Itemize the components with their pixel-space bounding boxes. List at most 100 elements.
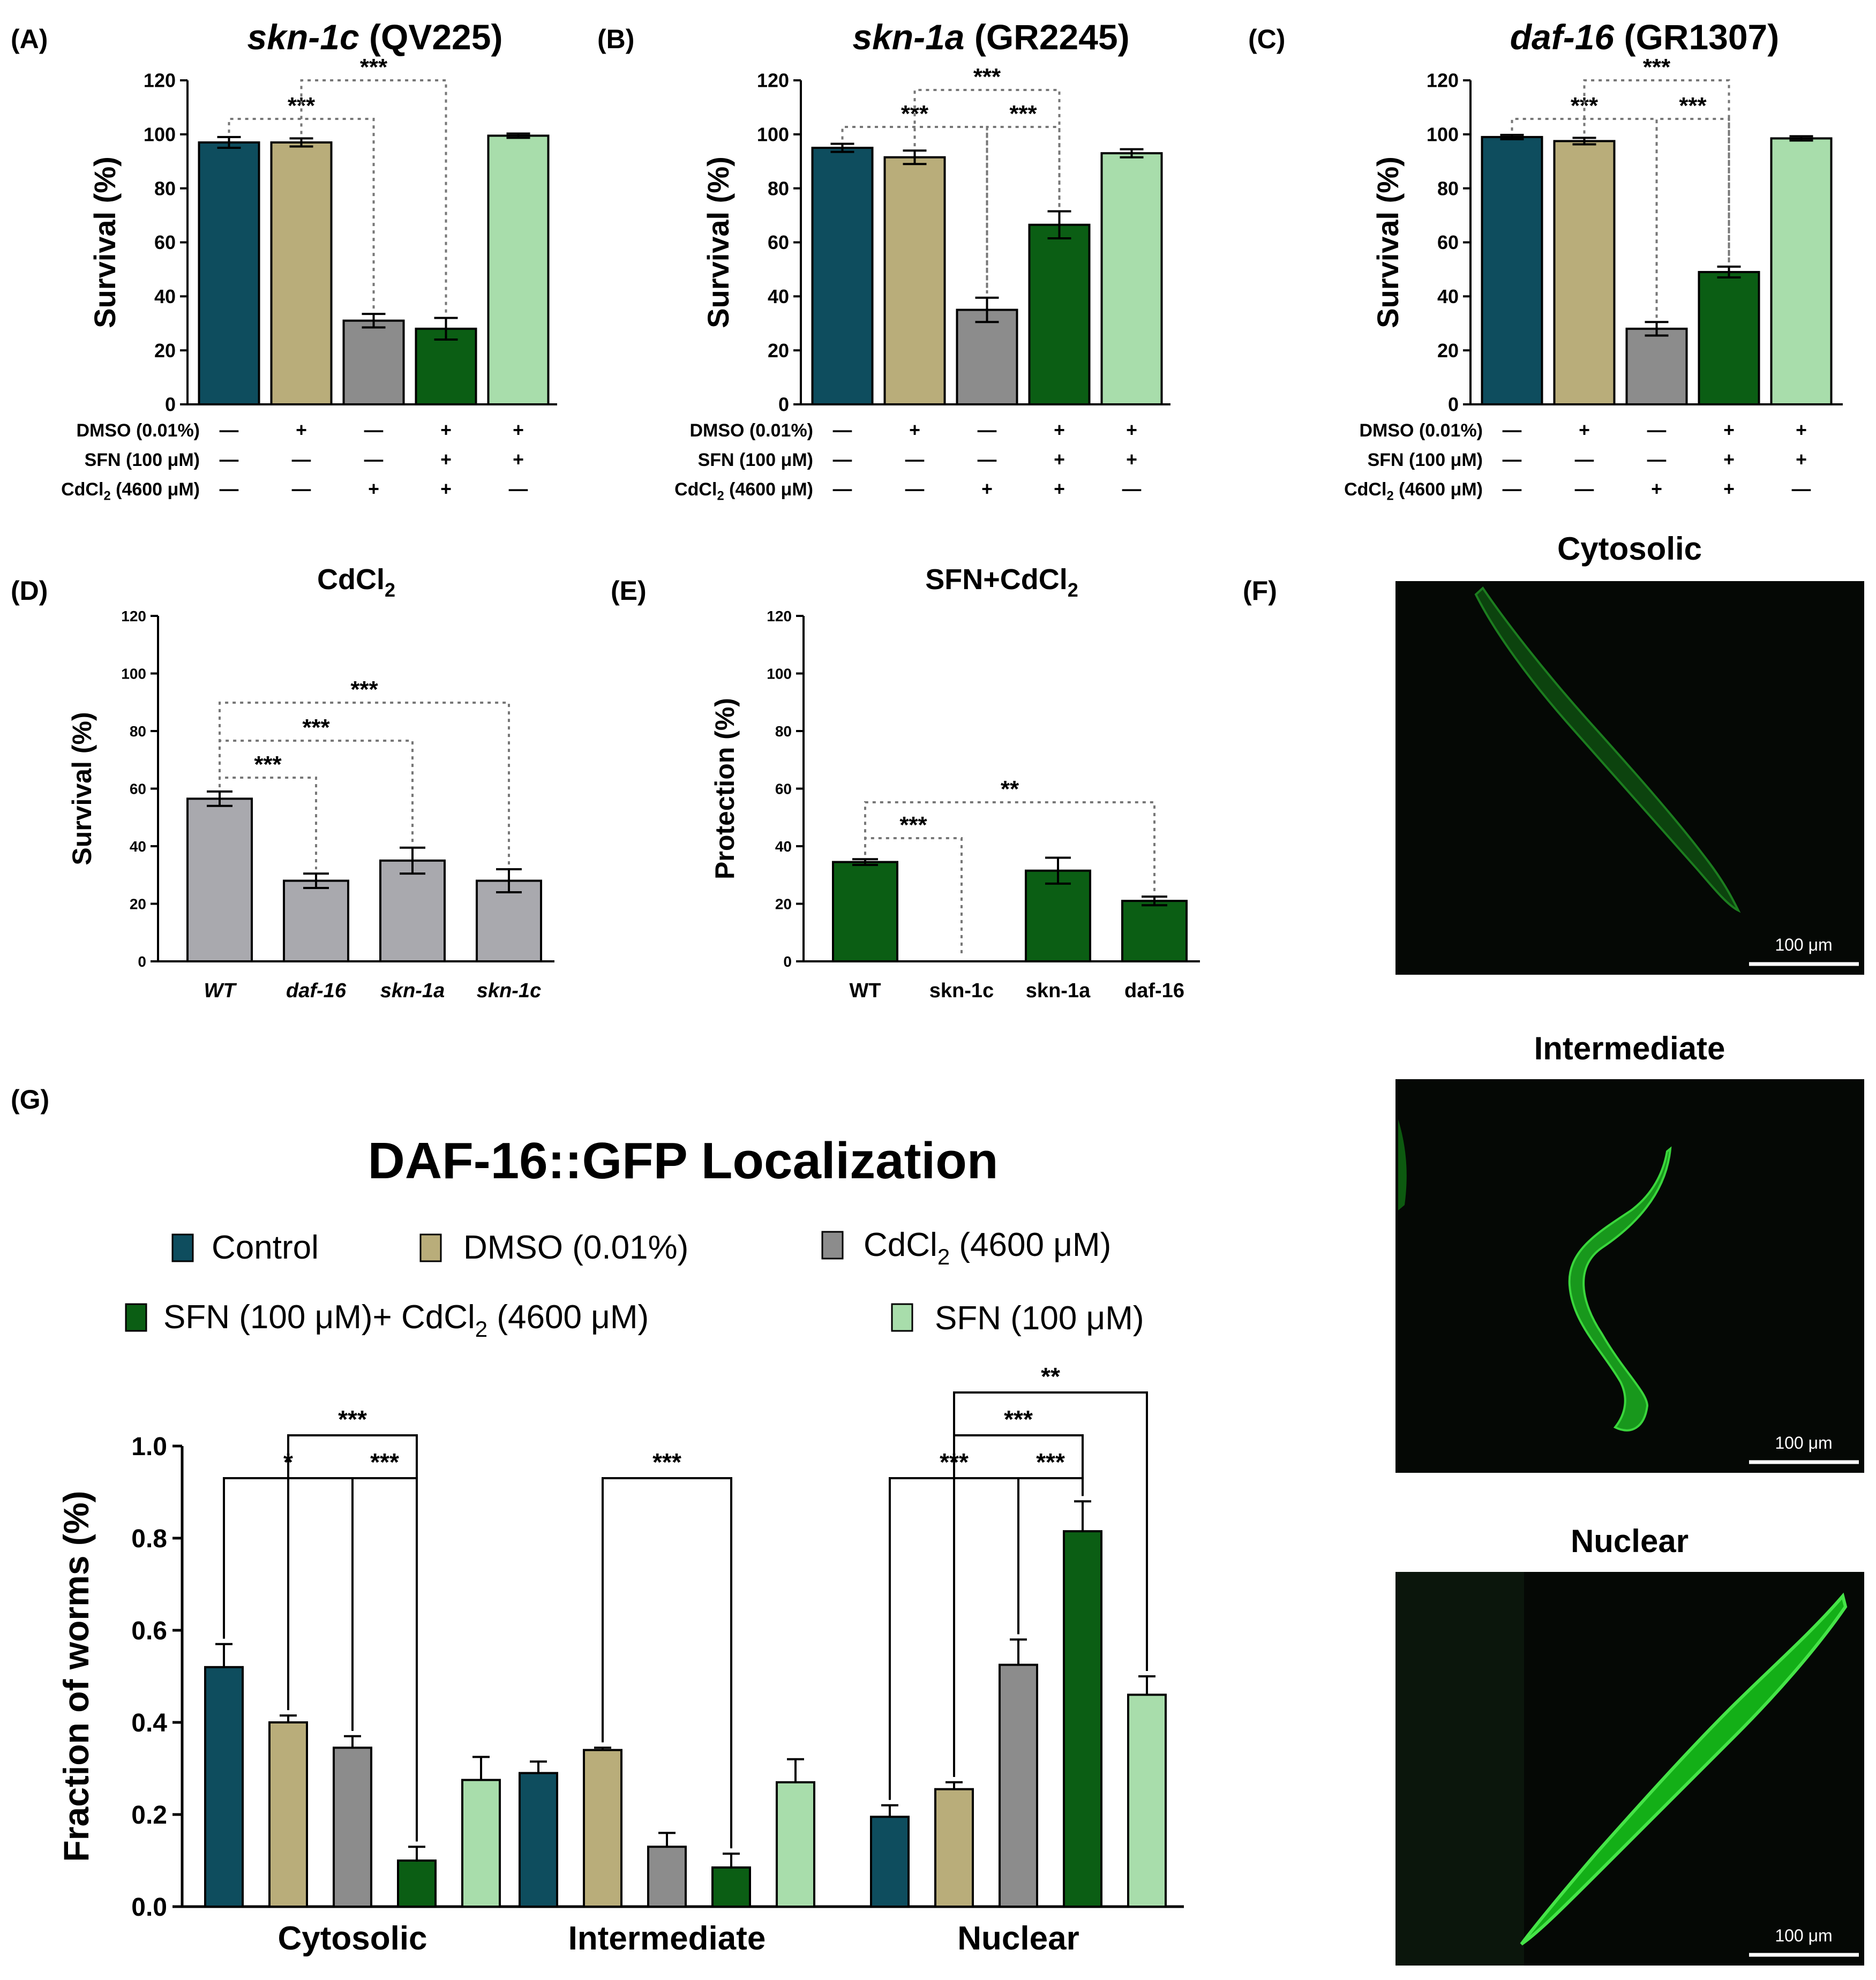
y-tick-label: 80: [768, 177, 789, 199]
y-tick-label: 40: [775, 838, 792, 855]
y-tick-label: 80: [130, 723, 146, 740]
panel-c-plot: 0 20 40 60 80 100 120 Survival (%) *** *** *** DMSO…: [1344, 54, 1843, 503]
y-tick-label: 0.6: [131, 1617, 167, 1645]
bar: [1127, 1693, 1167, 1908]
y-tick-label: 80: [1437, 177, 1459, 199]
worm-intermediate: [1568, 1146, 1672, 1432]
condition-marker: —: [220, 478, 239, 500]
bar: [1481, 135, 1543, 405]
panel-label-f: (F): [1243, 576, 1277, 606]
x-tick-label: skn-1c: [477, 980, 541, 1002]
scale-bar-intermediate: 100 μm: [1775, 1433, 1832, 1452]
y-tick-label: 40: [130, 838, 146, 855]
y-tick-label: 100: [767, 665, 792, 682]
panel-b-title: skn-1a (GR2245): [852, 17, 1129, 57]
micrograph-cytosolic: 100 μm: [1395, 581, 1864, 975]
condition-marker: —: [364, 419, 384, 441]
scale-bar-cytosolic: 100 μm: [1775, 935, 1832, 954]
legend-label-dmso: DMSO (0.01%): [463, 1229, 688, 1266]
bar: [204, 1666, 244, 1908]
bar: [487, 134, 550, 406]
significance-label: ***: [1571, 93, 1599, 119]
significance-label: ***: [1679, 93, 1707, 119]
significance-bracket: [602, 1477, 732, 1849]
bar: [186, 797, 253, 962]
panel-label-e: (E): [611, 576, 647, 606]
bar: [333, 1746, 372, 1908]
condition-marker: +: [1054, 419, 1065, 441]
worm-nuclear: [1520, 1592, 1848, 1946]
legend-swatch-sfn: [891, 1303, 913, 1332]
condition-marker: —: [292, 478, 311, 500]
bar: [342, 319, 405, 405]
y-tick-label: 120: [757, 70, 789, 92]
panel-label-g: (G): [11, 1085, 49, 1115]
significance-label: ***: [350, 676, 378, 703]
y-tick-label: 80: [154, 177, 176, 199]
significance-bracket: [300, 79, 447, 314]
x-tick-label: skn-1a: [380, 980, 445, 1002]
panel-e-title: SFN+CdCl2: [925, 563, 1078, 601]
condition-marker: —: [1647, 419, 1667, 441]
condition-marker: +: [981, 478, 993, 500]
significance-bracket: [219, 777, 317, 870]
y-axis-label: Fraction of worms (%): [56, 1490, 96, 1862]
legend-swatch-control: [171, 1233, 194, 1262]
x-category-label: Cytosolic: [277, 1920, 427, 1957]
panel-g-title: DAF-16::GFP Localization: [368, 1132, 999, 1189]
significance-label: ***: [1009, 101, 1037, 127]
panel-label-d: (D): [11, 576, 48, 606]
condition-marker: —: [1575, 478, 1594, 500]
panel-g-plot: 0.0 0.2 0.4 0.6 0.8 1.0 Fraction of worms (%) C…: [56, 1362, 1184, 1957]
condition-marker: +: [1579, 419, 1590, 441]
y-tick-label: 0.4: [131, 1709, 167, 1737]
panel-d-title: CdCl2: [317, 563, 395, 601]
panel-b: (B) skn-1a (GR2245) 0 20 40 60 80 100 120 Survi…: [597, 17, 1170, 503]
y-tick-label: 100: [757, 123, 789, 145]
condition-marker: —: [220, 419, 239, 441]
panel-g: (G) DAF-16::GFP Localization Control DMS…: [11, 1085, 1184, 1957]
significance-label: ***: [302, 714, 330, 741]
condition-label-cdcl2: CdCl2 (4600 μM): [674, 479, 813, 503]
condition-marker: +: [1796, 419, 1807, 441]
significance-label: **: [1001, 776, 1019, 802]
bar: [1100, 152, 1163, 405]
bar: [711, 1866, 751, 1908]
bar: [268, 1721, 308, 1908]
bar: [198, 141, 260, 405]
bar: [379, 859, 446, 962]
bar: [883, 156, 946, 405]
condition-label-cdcl2: CdCl2 (4600 μM): [61, 479, 200, 503]
significance-label: ***: [1643, 54, 1671, 80]
condition-marker: +: [1723, 449, 1735, 470]
condition-label-dmso: DMSO (0.01%): [690, 420, 814, 441]
y-tick-label: 60: [775, 780, 792, 797]
legend-label-cdcl2: CdCl2 (4600 μM): [864, 1226, 1111, 1269]
condition-marker: —: [509, 478, 528, 500]
x-tick-label: WT: [204, 980, 237, 1002]
legend-swatch-sfn-cdcl2: [125, 1303, 147, 1332]
y-tick-label: 40: [154, 285, 176, 307]
condition-marker: +: [1796, 449, 1807, 470]
scale-bar-nuclear: 100 μm: [1775, 1926, 1832, 1945]
bar: [776, 1781, 815, 1908]
x-tick-label: skn-1a: [1026, 980, 1091, 1002]
y-tick-label: 0: [1448, 394, 1459, 416]
bar: [1063, 1530, 1102, 1908]
y-axis-label: Protection (%): [710, 698, 740, 879]
significance-label: ***: [254, 751, 282, 778]
condition-marker: —: [978, 419, 997, 441]
condition-marker: +: [440, 449, 452, 470]
bar: [647, 1846, 687, 1908]
panel-c: (C) daf-16 (GR1307) 0 20 40 60 80 100 120 Survi…: [1248, 17, 1843, 503]
legend-label-sfn-cdcl2: SFN (100 μM)+ CdCl2 (4600 μM): [163, 1299, 649, 1342]
condition-marker: +: [440, 478, 452, 500]
condition-label-sfn: SFN (100 μM): [85, 450, 200, 470]
legend-swatch-dmso: [419, 1233, 442, 1262]
y-tick-label: 20: [768, 340, 789, 362]
y-tick-label: 1.0: [131, 1433, 167, 1461]
y-tick-label: 100: [121, 665, 146, 682]
condition-marker: +: [296, 419, 307, 441]
condition-marker: +: [513, 449, 524, 470]
